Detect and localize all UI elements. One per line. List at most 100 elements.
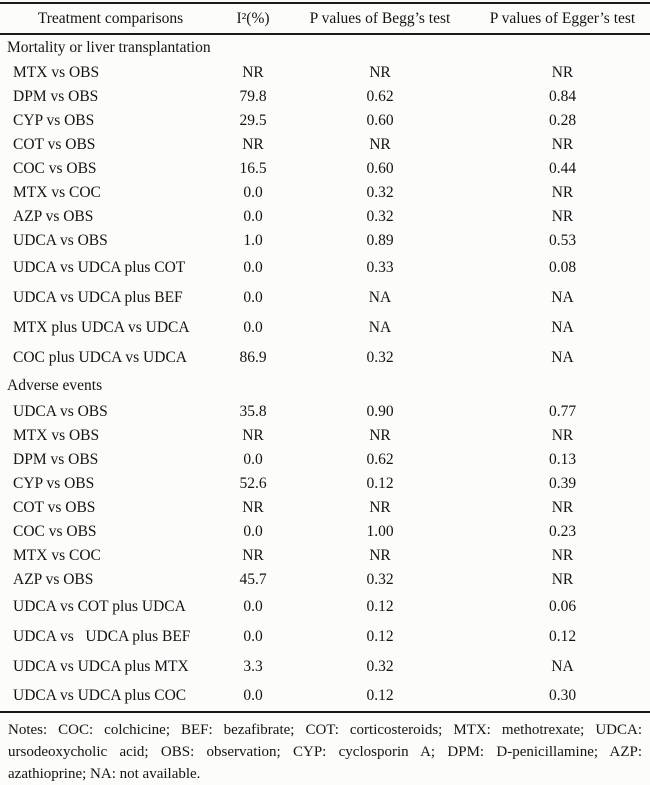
table-row: COC vs OBS 16.5 0.60 0.44 (0, 157, 650, 181)
egger-cell: 0.12 (548, 627, 577, 645)
i2-cell: 52.6 (239, 474, 267, 492)
comparison-cell: COT vs OBS (13, 135, 96, 153)
i2-cell: 0.0 (243, 597, 263, 615)
begg-cell: 0.60 (366, 159, 394, 177)
egger-cell: NR (551, 498, 574, 516)
comparison-cell: CYP vs OBS (13, 474, 95, 492)
comparison-cell: UDCA vs UDCA plus BEF (13, 288, 183, 306)
comparison-cell: MTX plus UDCA vs UDCA (13, 318, 190, 336)
i2-cell: 0.0 (243, 288, 263, 306)
i2-cell: 3.3 (243, 657, 263, 675)
begg-cell: NR (369, 63, 391, 81)
egger-cell: 0.39 (548, 474, 577, 492)
comparison-cell: UDCA vs OBS (13, 402, 108, 420)
begg-cell: 0.32 (366, 348, 394, 366)
col-header-egger-p-values: P values of Egger’s test (489, 9, 636, 27)
begg-cell: 0.89 (366, 231, 394, 249)
begg-cell: 0.62 (366, 87, 394, 105)
comparison-cell: MTX vs COC (13, 546, 101, 564)
table-row: COT vs OBS NR NR NR (0, 133, 650, 157)
comparison-cell: COC vs OBS (13, 159, 97, 177)
col-header-i2-percent: I²(%) (236, 9, 270, 27)
section-title: Mortality or liver transplantation (7, 38, 211, 56)
begg-cell: NR (369, 546, 391, 564)
table-row: DPM vs OBS 79.8 0.62 0.84 (0, 85, 650, 109)
i2-cell: 29.5 (239, 111, 267, 129)
table-notes: Notes: COC: colchicine; BEF: bezafibrate… (8, 722, 642, 782)
i2-cell: 35.8 (239, 402, 267, 420)
col-header-begg-p-values: P values of Begg’s test (309, 9, 451, 27)
comparison-cell: UDCA vs OBS (13, 231, 108, 249)
egger-cell: 0.08 (548, 258, 577, 276)
egger-cell: NA (551, 288, 574, 306)
i2-cell: 0.0 (243, 522, 263, 540)
comparison-cell: MTX vs OBS (13, 63, 100, 81)
egger-cell: 0.77 (548, 402, 577, 420)
comparison-cell: DPM vs OBS (13, 450, 99, 468)
table-row: UDCA vs UDCA plus COT 0.0 0.33 0.08 (0, 253, 650, 283)
egger-cell: NA (551, 318, 574, 336)
begg-cell: 0.12 (366, 687, 394, 705)
table-row: UDCA vs UDCA plus MTX 3.3 0.32 NA (0, 652, 650, 682)
i2-cell: 1.0 (243, 231, 263, 249)
begg-cell: NR (369, 498, 391, 516)
begg-cell: NA (368, 288, 392, 306)
begg-cell: 0.12 (366, 474, 394, 492)
comparison-cell: COT vs OBS (13, 498, 96, 516)
begg-cell: 0.12 (366, 627, 394, 645)
comparison-cell: UDCA vs UDCA plus MTX (13, 657, 189, 675)
egger-cell: NR (551, 135, 574, 153)
header-row: Treatment comparisons I²(%) P values of … (0, 3, 650, 34)
i2-cell: NR (242, 498, 264, 516)
i2-cell: 0.0 (243, 258, 263, 276)
comparison-cell: UDCA vs COT plus UDCA (13, 597, 186, 615)
i2-cell: NR (242, 426, 264, 444)
table-row: UDCA vs UDCA plus BEF 0.0 0.12 0.12 (0, 622, 650, 652)
begg-cell: 0.60 (366, 111, 394, 129)
i2-cell: 0.0 (243, 450, 263, 468)
i2-cell: 16.5 (239, 159, 267, 177)
egger-cell: 0.28 (548, 111, 577, 129)
col-header-treatment-comparisons: Treatment comparisons (37, 9, 184, 27)
table-row: MTX vs OBS NR NR NR (0, 424, 650, 448)
egger-cell: 0.53 (548, 231, 577, 249)
i2-cell: 86.9 (239, 348, 267, 366)
table-row: COC vs OBS 0.0 1.00 0.23 (0, 520, 650, 544)
table-row: UDCA vs UDCA plus BEF 0.0 NA NA (0, 283, 650, 313)
i2-cell: NR (242, 546, 264, 564)
i2-cell: 0.0 (243, 318, 263, 336)
i2-cell: 79.8 (239, 87, 267, 105)
egger-cell: NA (551, 657, 574, 675)
table-row: AZP vs OBS 45.7 0.32 NR (0, 568, 650, 592)
table-row: COC plus UDCA vs UDCA 86.9 0.32 NA (0, 343, 650, 373)
egger-cell: 0.23 (548, 522, 577, 540)
table-row: CYP vs OBS 52.6 0.12 0.39 (0, 472, 650, 496)
i2-cell: NR (242, 135, 264, 153)
table-row: UDCA vs COT plus UDCA 0.0 0.12 0.06 (0, 592, 650, 622)
i2-cell: NR (242, 63, 264, 81)
table-row: MTX plus UDCA vs UDCA 0.0 NA NA (0, 313, 650, 343)
i2-cell: 0.0 (243, 207, 263, 225)
section-header-mortality: Mortality or liver transplantation (0, 34, 650, 61)
begg-cell: 0.32 (366, 183, 394, 201)
table-row: DPM vs OBS 0.0 0.62 0.13 (0, 448, 650, 472)
begg-cell: NR (369, 135, 391, 153)
i2-cell: 0.0 (243, 687, 263, 705)
comparison-cell: AZP vs OBS (13, 570, 94, 588)
egger-cell: NR (551, 570, 574, 588)
egger-cell: 0.06 (548, 597, 577, 615)
egger-cell: NA (551, 348, 574, 366)
comparison-cell: COC vs OBS (13, 522, 97, 540)
comparison-cell: COC plus UDCA vs UDCA (13, 348, 187, 366)
comparison-cell: MTX vs COC (13, 183, 101, 201)
i2-cell: 0.0 (243, 183, 263, 201)
table-row: COT vs OBS NR NR NR (0, 496, 650, 520)
begg-cell: 0.62 (366, 450, 394, 468)
egger-cell: 0.84 (548, 87, 577, 105)
egger-cell: 0.13 (548, 450, 577, 468)
egger-cell: NR (551, 183, 574, 201)
begg-cell: 0.33 (366, 258, 394, 276)
begg-cell: NR (369, 426, 391, 444)
table-row: UDCA vs OBS 1.0 0.89 0.53 (0, 229, 650, 253)
